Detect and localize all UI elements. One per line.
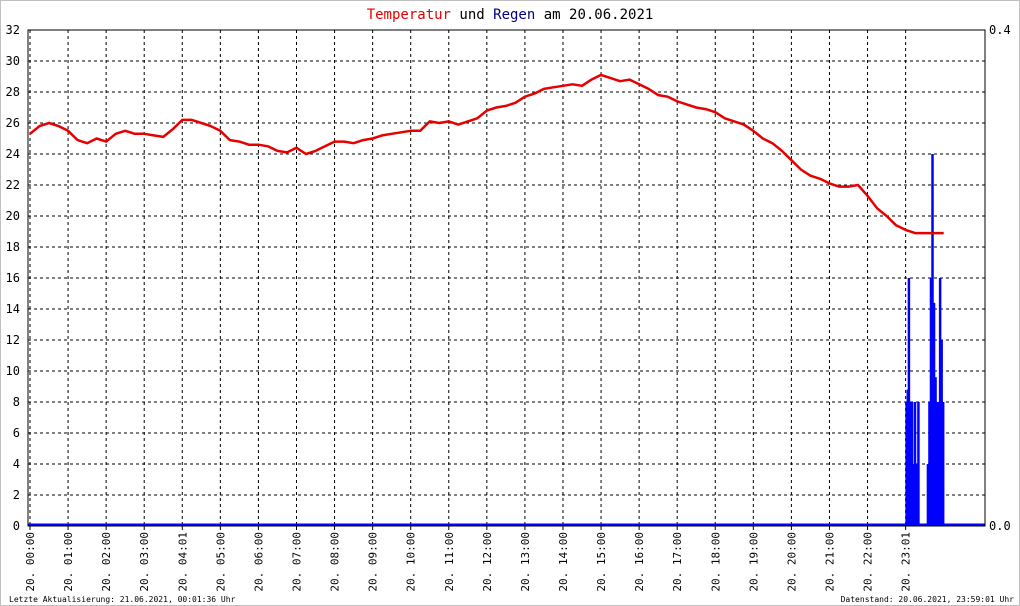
rain-bar: [929, 278, 933, 526]
rain-bar: [913, 402, 917, 526]
footer-data-status: Datenstand: 20.06.2021, 23:59:01 Uhr: [841, 595, 1015, 604]
grid: [28, 29, 985, 527]
rain-bar: [910, 402, 914, 526]
rain-bar: [928, 402, 931, 526]
x-tick-label: 20. 00:00: [24, 532, 37, 592]
chart-title: Temperatur und Regen am 20.06.2021: [367, 7, 654, 23]
rain-bar: [935, 402, 939, 526]
x-tick-label: 20. 06:00: [252, 532, 265, 592]
title-rain-word: Regen: [493, 7, 535, 23]
x-tick-label: 20. 05:00: [214, 532, 227, 592]
y-left-tick-label: 2: [13, 488, 20, 502]
y-left-tick-label: 22: [6, 178, 20, 192]
plot-border: [27, 29, 986, 527]
y-left-tick-label: 8: [13, 395, 20, 409]
x-tick-label: 20. 21:00: [823, 532, 836, 592]
x-tick-label: 20. 18:00: [709, 532, 722, 592]
rain-series: [28, 154, 985, 527]
x-tick-label: 20. 16:00: [633, 532, 646, 592]
x-tick-label: 20. 11:00: [443, 532, 456, 592]
x-tick-label: 20. 13:00: [519, 532, 532, 592]
x-axis: 20. 00:00 20. 01:00 20. 02:00 20. 03:00 20. …: [24, 526, 913, 592]
rain-bar: [931, 154, 934, 526]
rain-bar: [917, 402, 920, 526]
rain-bar: [941, 402, 945, 526]
rain-bar: [915, 464, 918, 526]
y-left-tick-label: 12: [6, 333, 20, 347]
y-right-tick-label: 0.0: [989, 519, 1011, 533]
footer-last-update: Letzte Aktualisierung: 21.06.2021, 00:01…: [9, 595, 236, 604]
y-left-tick-label: 26: [6, 116, 20, 130]
title-and-word: und: [451, 7, 493, 23]
title-temperature-word: Temperatur: [367, 7, 451, 23]
x-tick-label: 20. 01:00: [62, 532, 75, 592]
x-tick-label: 20. 12:00: [481, 532, 494, 592]
y-axis-right: 0.0 0.4: [989, 23, 1011, 533]
y-left-tick-label: 6: [13, 426, 20, 440]
x-tick-label: 20. 22:00: [862, 532, 875, 592]
y-left-tick-label: 18: [6, 240, 20, 254]
y-left-tick-label: 0: [13, 519, 20, 533]
x-tick-label: 20. 23:01: [900, 532, 913, 592]
y-left-tick-label: 30: [6, 54, 20, 68]
x-tick-label: 20. 04:01: [176, 532, 189, 592]
x-tick-label: 20. 07:00: [290, 532, 303, 592]
x-tick-label: 20. 17:00: [671, 532, 684, 592]
temperature-line: [29, 73, 944, 235]
y-left-tick-label: 24: [6, 147, 20, 161]
y-left-tick-label: 28: [6, 85, 20, 99]
rain-bar: [912, 464, 915, 526]
rain-bar: [907, 278, 911, 526]
rain-bar: [938, 278, 942, 526]
y-right-tick-label: 0.4: [989, 23, 1011, 37]
y-left-tick-label: 32: [6, 23, 20, 37]
x-tick-label: 20. 02:00: [100, 532, 113, 592]
y-left-tick-label: 4: [13, 457, 20, 471]
x-tick-label: 20. 20:00: [785, 532, 798, 592]
x-tick-label: 20. 08:00: [329, 532, 342, 592]
rain-bar: [909, 402, 912, 526]
y-left-tick-label: 10: [6, 364, 20, 378]
y-left-tick-label: 20: [6, 209, 20, 223]
x-tick-label: 20. 09:00: [367, 532, 380, 592]
x-tick-label: 20. 10:00: [405, 532, 418, 592]
x-tick-label: 20. 03:00: [138, 532, 151, 592]
title-date: am 20.06.2021: [535, 7, 653, 23]
rain-bar: [926, 464, 930, 526]
rain-bar: [940, 340, 943, 526]
x-tick-label: 20. 14:00: [557, 532, 570, 592]
x-tick-label: 20. 15:00: [595, 532, 608, 592]
rain-bar: [934, 377, 937, 526]
rain-bar: [932, 302, 936, 526]
temperature-series: [29, 73, 944, 235]
y-left-tick-label: 14: [6, 302, 20, 316]
x-tick-label: 20. 19:00: [747, 532, 760, 592]
y-left-tick-label: 16: [6, 271, 20, 285]
rain-bar: [937, 402, 940, 526]
